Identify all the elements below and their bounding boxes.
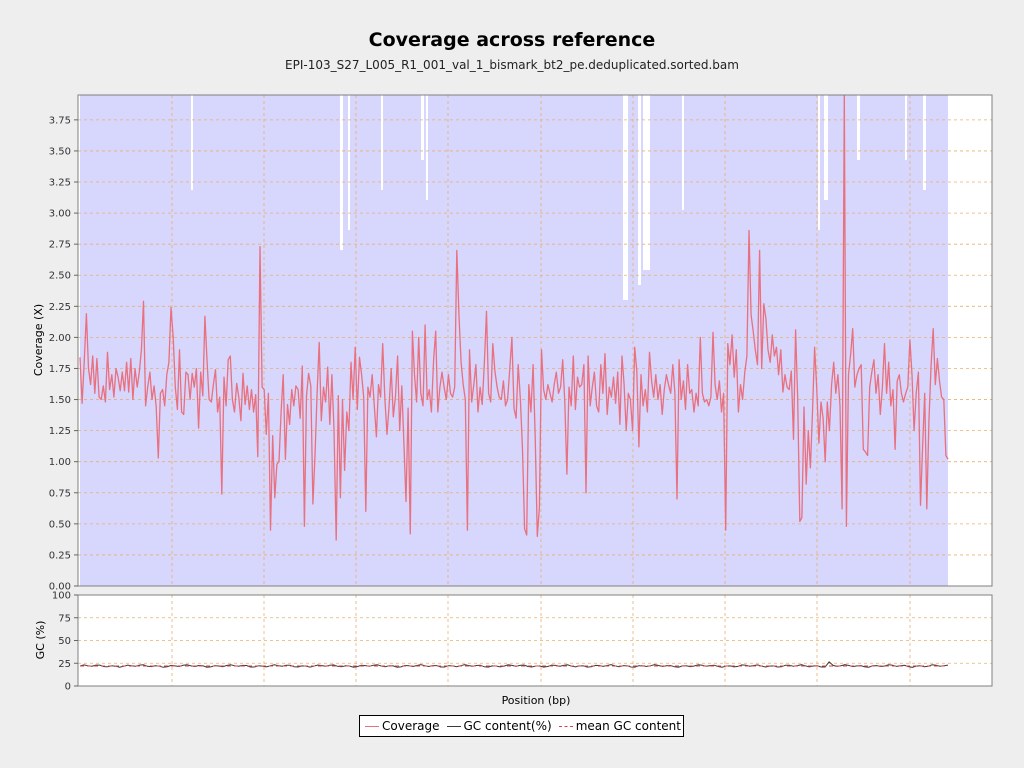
gc-y-tick-label: 25 xyxy=(58,659,71,670)
coverage-y-tick-label: 3.00 xyxy=(49,209,71,220)
legend-item-mean-gc: mean GC content xyxy=(557,719,681,733)
mean-gc-swatch-icon xyxy=(558,725,573,727)
coverage-gap xyxy=(824,95,828,200)
coverage-y-tick-label: 2.25 xyxy=(49,302,71,313)
coverage-plot-border xyxy=(77,94,993,587)
gc-y-axis-label: GC (%) xyxy=(34,621,47,660)
coverage-y-ticks: 0.00 0.25 0.50 0.75 1.00 1.25 1.50 1.75 2.00 2.25… xyxy=(49,115,78,593)
coverage-gap xyxy=(348,95,350,230)
coverage-gap xyxy=(421,95,424,160)
coverage-series-line xyxy=(79,94,949,541)
coverage-gaps xyxy=(191,95,926,300)
coverage-gap xyxy=(623,95,628,300)
coverage-y-axis-label: Coverage (X) xyxy=(32,304,45,376)
coverage-y-tick-label: 3.75 xyxy=(49,115,71,126)
coverage-y-tick-label: 0.25 xyxy=(49,550,71,561)
chart-subtitle: EPI-103_S27_L005_R1_001_val_1_bismark_bt… xyxy=(285,58,739,72)
coverage-y-tick-label: 2.75 xyxy=(49,240,71,251)
chart-title: Coverage across reference xyxy=(368,29,656,51)
coverage-y-tick-label: 2.00 xyxy=(49,333,71,344)
legend-label-mean-gc: mean GC content xyxy=(575,719,681,733)
coverage-gap xyxy=(638,95,641,285)
coverage-y-tick-label: 2.50 xyxy=(49,271,71,282)
legend-item-gc: GC content(%) xyxy=(445,719,552,733)
coverage-gap xyxy=(905,95,907,160)
coverage-panel: 0.00 0.25 0.50 0.75 1.00 1.25 1.50 1.75 2.00 2.25… xyxy=(32,94,993,593)
coverage-y-tick-label: 0.00 xyxy=(49,582,71,593)
coverage-gap xyxy=(923,95,926,190)
gc-y-tick-label: 0 xyxy=(65,682,71,693)
coverage-gap xyxy=(381,95,383,190)
coverage-gap xyxy=(191,95,193,190)
coverage-shaded-area xyxy=(80,95,948,586)
coverage-gap xyxy=(682,95,684,210)
coverage-gap xyxy=(818,95,820,230)
coverage-y-tick-label: 1.50 xyxy=(49,395,71,406)
gc-y-tick-label: 50 xyxy=(58,636,71,647)
legend-label-gc: GC content(%) xyxy=(463,719,552,733)
coverage-y-tick-label: 1.00 xyxy=(49,457,71,468)
coverage-y-tick-label: 1.25 xyxy=(49,426,71,437)
coverage-gap xyxy=(340,95,343,250)
gc-y-tick-label: 75 xyxy=(58,613,71,624)
coverage-y-tick-label: 0.50 xyxy=(49,519,71,530)
coverage-y-tick-label: 0.75 xyxy=(49,488,71,499)
gc-swatch-icon xyxy=(446,725,461,727)
coverage-y-tick-label: 1.75 xyxy=(49,364,71,375)
coverage-y-tick-label: 3.25 xyxy=(49,178,71,189)
gc-y-tick-label: 100 xyxy=(52,591,71,602)
gc-panel: 0 25 50 75 100 GC (%) xyxy=(34,591,993,693)
coverage-gap xyxy=(857,95,860,160)
coverage-gap xyxy=(426,95,428,200)
coverage-y-tick-label: 3.50 xyxy=(49,146,71,157)
legend-label-coverage: Coverage xyxy=(382,719,440,733)
coverage-grid xyxy=(78,95,992,587)
coverage-swatch-icon xyxy=(365,725,379,727)
gc-y-ticks: 0 25 50 75 100 xyxy=(52,591,78,693)
legend-item-coverage: Coverage xyxy=(363,719,440,733)
coverage-gap xyxy=(643,95,650,270)
x-axis-label: Position (bp) xyxy=(502,694,571,707)
legend: Coverage GC content(%) mean GC content xyxy=(359,715,684,737)
